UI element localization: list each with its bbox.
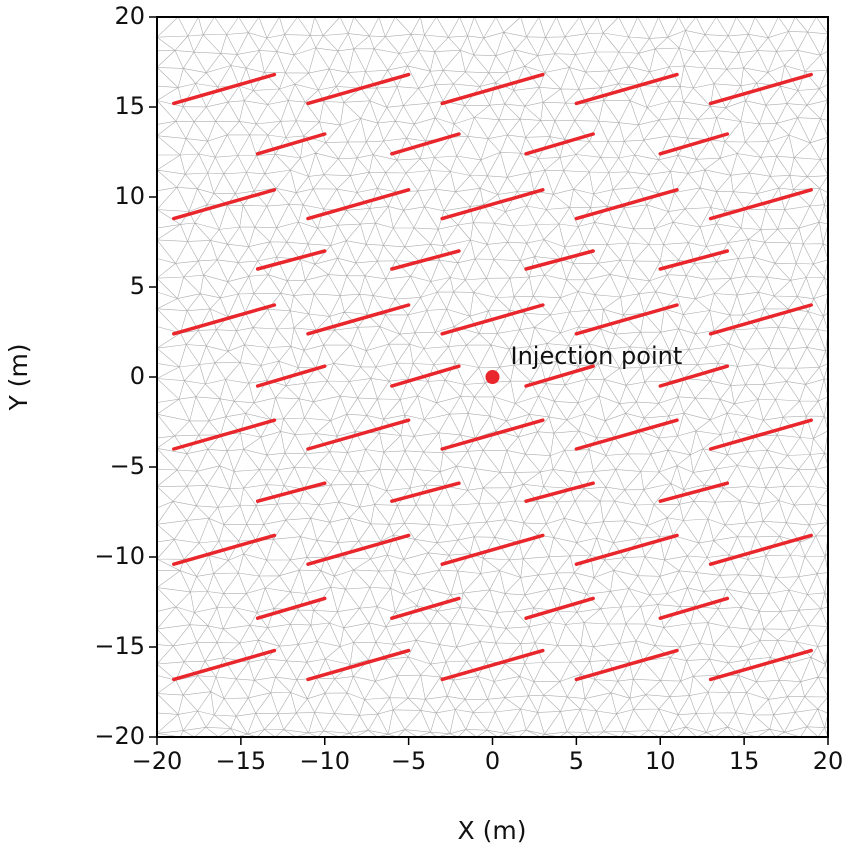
- x-tick-label: 5: [569, 747, 584, 775]
- x-tick-label: −15: [216, 747, 267, 775]
- fracture: [306, 648, 411, 682]
- x-tick-label: −20: [132, 747, 183, 775]
- fracture: [658, 132, 730, 156]
- y-axis-label: Y (m): [4, 343, 33, 411]
- fracture: [524, 132, 595, 156]
- fracture: [440, 303, 545, 336]
- fracture: [390, 132, 461, 156]
- fracture: [524, 481, 595, 503]
- y-tick-label: −10: [94, 542, 145, 570]
- y-tick-label: 10: [114, 182, 145, 210]
- fracture: [172, 72, 277, 106]
- fracture: [255, 596, 327, 620]
- fracture: [658, 596, 730, 620]
- fracture: [440, 648, 545, 682]
- fracture: [708, 418, 813, 451]
- fracture: [255, 132, 327, 156]
- fracture: [440, 418, 545, 451]
- fracture: [658, 481, 730, 503]
- fracture: [440, 533, 545, 566]
- x-tick-label: −5: [391, 747, 426, 775]
- fracture: [390, 481, 461, 503]
- fracture: [708, 188, 813, 221]
- fracture: [390, 364, 461, 388]
- fracture: [306, 418, 411, 451]
- fracture: [574, 648, 679, 682]
- fracture: [390, 596, 461, 620]
- x-tick-label: 10: [645, 747, 676, 775]
- fracture: [172, 533, 277, 566]
- fracture: [708, 72, 813, 106]
- y-tick-label: −20: [94, 722, 145, 750]
- fracture: [574, 188, 679, 221]
- fracture: [440, 188, 545, 221]
- fracture: [306, 303, 411, 336]
- y-tick-label: 0: [130, 362, 145, 390]
- fracture: [255, 249, 327, 271]
- x-tick-label: −10: [299, 747, 350, 775]
- fracture: [255, 481, 327, 503]
- fracture: [658, 364, 730, 388]
- fracture: [255, 364, 327, 388]
- fracture: [172, 303, 277, 336]
- x-tick-label: 0: [485, 747, 500, 775]
- fracture: [172, 648, 277, 682]
- y-tick-label: −5: [110, 452, 145, 480]
- fracture: [708, 648, 813, 682]
- fracture: [440, 72, 545, 106]
- x-tick-label: 20: [813, 747, 844, 775]
- y-tick-label: 15: [114, 92, 145, 120]
- fracture: [574, 418, 679, 451]
- fracture: [172, 188, 277, 221]
- y-tick-label: 5: [130, 272, 145, 300]
- fracture: [306, 72, 411, 106]
- fracture: [524, 249, 595, 271]
- fracture: [524, 364, 595, 388]
- fracture: [708, 533, 813, 566]
- fracture: [708, 303, 813, 336]
- x-axis-label: X (m): [458, 816, 527, 845]
- y-tick-label: 20: [114, 2, 145, 30]
- fracture: [574, 72, 679, 106]
- x-tick-label: 15: [729, 747, 760, 775]
- fracture: [390, 249, 461, 271]
- fracture: [574, 303, 679, 336]
- y-tick-label: −15: [94, 632, 145, 660]
- fracture: [658, 249, 730, 271]
- fracture: [524, 596, 595, 620]
- injection-point: [485, 370, 500, 384]
- fracture: [306, 188, 411, 221]
- fracture: [574, 533, 679, 566]
- injection-label: Injection point: [511, 342, 683, 370]
- fracture: [172, 418, 277, 451]
- fracture: [306, 533, 411, 566]
